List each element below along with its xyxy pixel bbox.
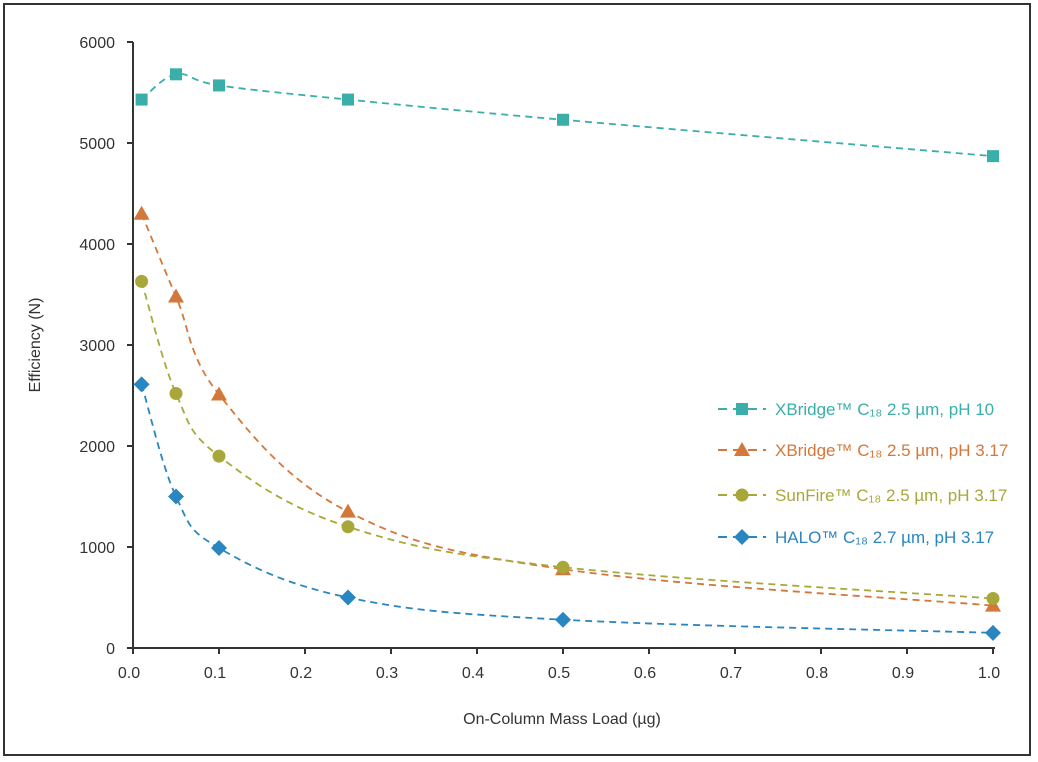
x-tick-label: 1.0 bbox=[978, 665, 1000, 682]
legend: XBridge™ C₁₈ 2.5 µm, pH 10 XBridge™ C₁₈ 2… bbox=[718, 400, 1008, 547]
y-axis-label: Efficiency (N) bbox=[27, 298, 44, 393]
data-point-diamond bbox=[340, 589, 356, 606]
y-tick-label: 2000 bbox=[79, 439, 115, 456]
legend-item: SunFire™ C₁₈ 2.5 µm, pH 3.17 bbox=[718, 486, 1007, 505]
legend-marker-triangle bbox=[734, 442, 750, 456]
data-point-circle bbox=[169, 386, 183, 400]
legend-label: XBridge™ C₁₈ 2.5 µm, pH 3.17 bbox=[775, 441, 1008, 460]
axes: 0 1000 2000 3000 4000 5000 6000 0.0 0.1 0.2 0.3 0.4… bbox=[79, 35, 1000, 682]
series-square bbox=[135, 68, 999, 163]
y-tick-label: 5000 bbox=[79, 136, 115, 153]
legend-item: HALO™ C₁₈ 2.7 µm, pH 3.17 bbox=[718, 528, 994, 547]
data-point-diamond bbox=[168, 488, 184, 505]
x-tick-label: 0.8 bbox=[806, 665, 828, 682]
series-circle bbox=[135, 274, 1000, 606]
x-tick-label: 0.6 bbox=[634, 665, 656, 682]
data-point-circle bbox=[212, 449, 226, 463]
y-tick-label: 6000 bbox=[79, 35, 115, 52]
data-point-diamond bbox=[211, 540, 227, 557]
legend-item: XBridge™ C₁₈ 2.5 µm, pH 3.17 bbox=[718, 441, 1008, 460]
data-point-triangle bbox=[133, 205, 150, 220]
y-tick-label: 3000 bbox=[79, 338, 115, 355]
legend-marker-square bbox=[736, 403, 748, 415]
x-tick-label: 0.5 bbox=[548, 665, 570, 682]
data-point-triangle bbox=[211, 386, 227, 401]
x-tick-label: 0.2 bbox=[290, 665, 312, 682]
x-tick-label: 0.1 bbox=[204, 665, 226, 682]
x-tick-label: 0.0 bbox=[118, 665, 140, 682]
legend-marker-circle bbox=[735, 488, 749, 502]
data-point-square bbox=[342, 93, 354, 106]
data-point-circle bbox=[986, 592, 1000, 606]
data-point-diamond bbox=[985, 624, 1001, 641]
legend-marker-diamond bbox=[734, 529, 750, 545]
y-tick-label: 1000 bbox=[79, 540, 115, 557]
data-point-diamond bbox=[555, 611, 571, 628]
data-point-triangle bbox=[340, 503, 356, 518]
data-point-circle bbox=[556, 560, 570, 574]
data-point-square bbox=[557, 113, 569, 126]
legend-label: XBridge™ C₁₈ 2.5 µm, pH 10 bbox=[775, 400, 994, 419]
data-point-square bbox=[135, 93, 148, 106]
data-point-square bbox=[987, 150, 999, 163]
x-tick-label: 0.9 bbox=[892, 665, 914, 682]
chart-frame bbox=[3, 3, 1031, 756]
data-point-diamond bbox=[133, 376, 150, 393]
data-point-square bbox=[213, 79, 225, 92]
y-tick-label: 4000 bbox=[79, 237, 115, 254]
y-tick-label: 0 bbox=[106, 641, 115, 658]
plot-area bbox=[133, 68, 1001, 641]
x-tick-label: 0.3 bbox=[376, 665, 398, 682]
x-tick-label: 0.4 bbox=[462, 665, 484, 682]
x-tick-label: 0.7 bbox=[720, 665, 742, 682]
legend-label: HALO™ C₁₈ 2.7 µm, pH 3.17 bbox=[775, 528, 994, 547]
legend-item: XBridge™ C₁₈ 2.5 µm, pH 10 bbox=[718, 400, 994, 419]
legend-label: SunFire™ C₁₈ 2.5 µm, pH 3.17 bbox=[775, 486, 1007, 505]
series-diamond bbox=[133, 376, 1001, 641]
data-point-triangle bbox=[168, 288, 184, 303]
data-point-square bbox=[170, 68, 182, 81]
series-line bbox=[140, 281, 994, 600]
data-point-circle bbox=[341, 520, 355, 534]
x-axis-label: On-Column Mass Load (µg) bbox=[463, 711, 661, 728]
data-point-circle bbox=[135, 274, 149, 288]
